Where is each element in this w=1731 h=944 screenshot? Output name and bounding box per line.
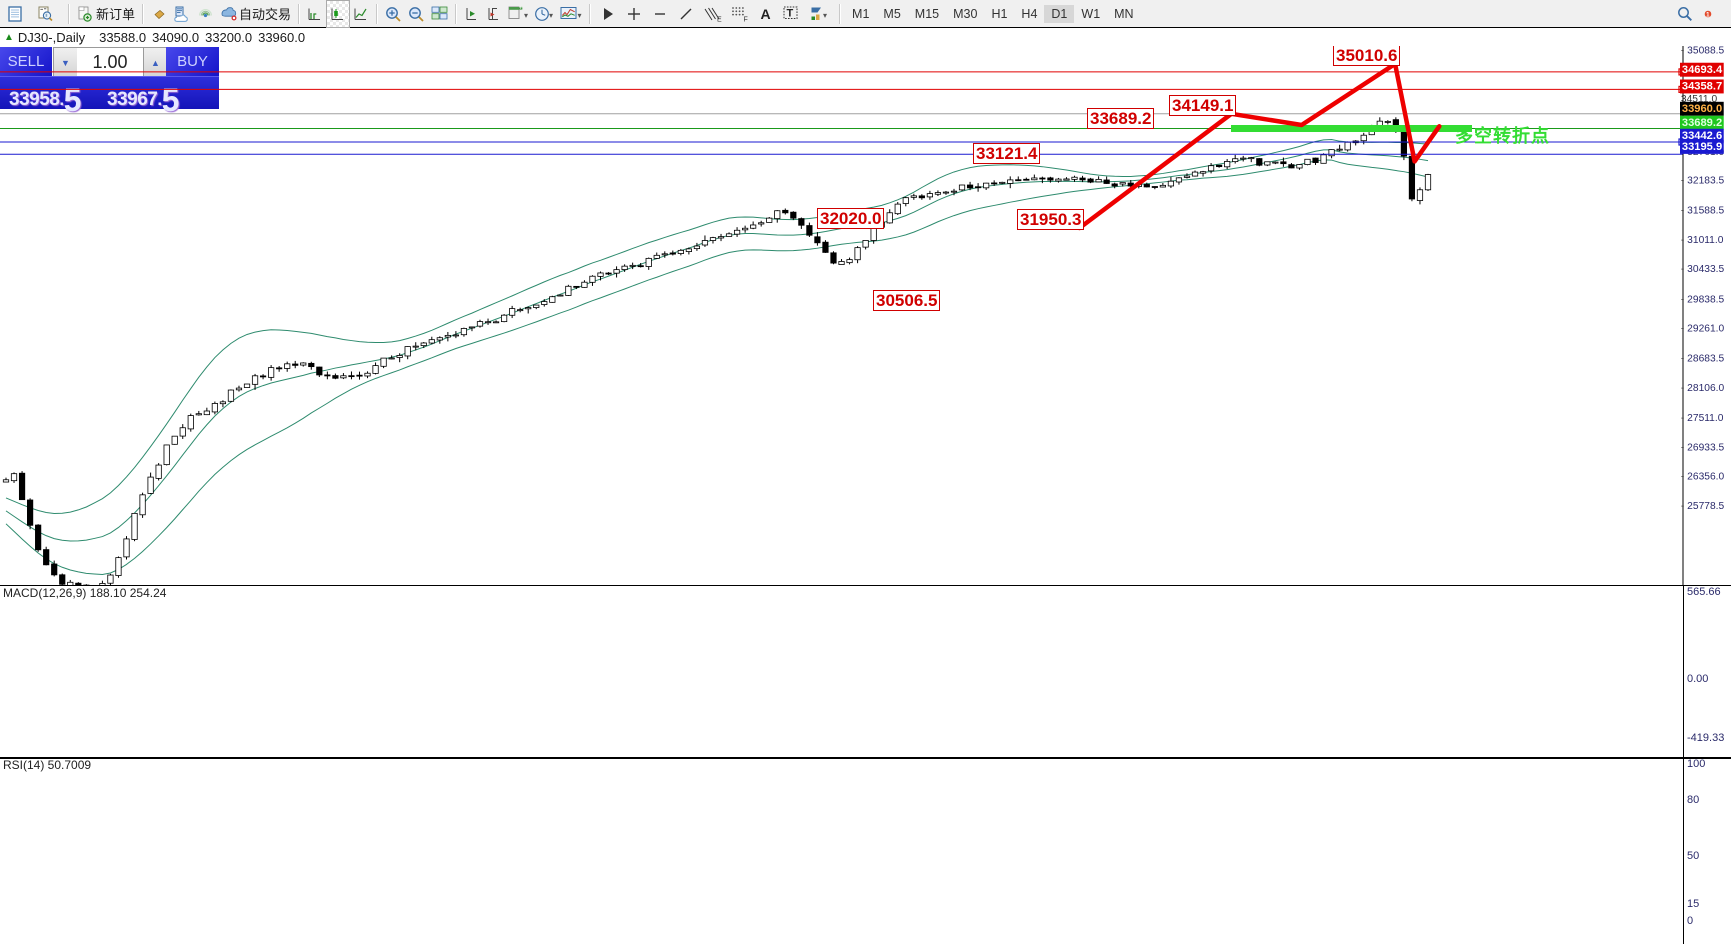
svg-text:▾: ▾ [823,11,827,20]
svg-text:▾: ▾ [549,11,553,20]
svg-text:▾: ▾ [524,11,528,20]
svg-text:T: T [787,7,794,19]
svg-text:A: A [761,6,771,22]
svg-text:E: E [717,16,722,22]
svg-text:1: 1 [1706,11,1710,18]
svg-text:▾: ▾ [578,11,582,20]
svg-text:F: F [744,16,748,22]
